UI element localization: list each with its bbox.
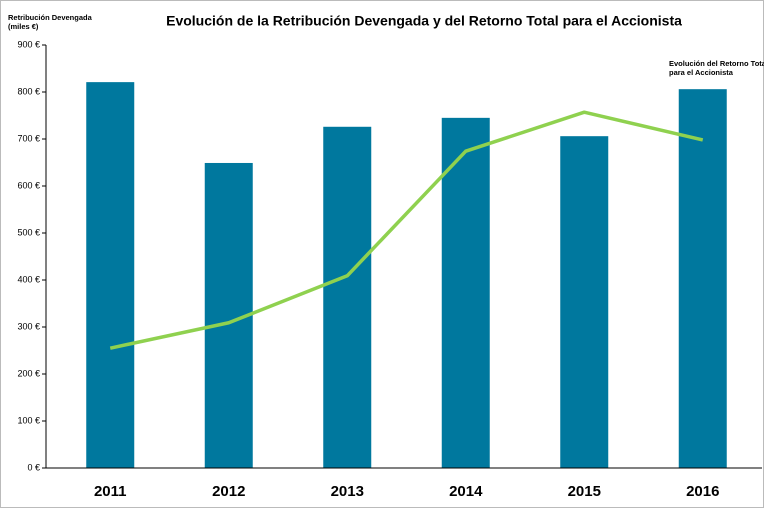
x-tick-label: 2016 bbox=[686, 483, 719, 500]
y-label: (miles €) bbox=[8, 22, 39, 31]
bar bbox=[560, 136, 609, 468]
y-tick-label: 600 € bbox=[17, 180, 40, 190]
bar bbox=[86, 82, 135, 468]
y-tick-label: 200 € bbox=[17, 368, 40, 378]
x-tick-label: 2011 bbox=[94, 483, 127, 500]
line bbox=[109, 110, 704, 350]
chart-title: Evolución de la Retribución Devengada y … bbox=[166, 13, 682, 29]
y-label: Retribución Devengada bbox=[8, 13, 93, 22]
bar bbox=[323, 126, 372, 468]
y-tick-label: 0 € bbox=[27, 462, 40, 472]
y-tick-label: 100 € bbox=[17, 415, 40, 425]
y-tick-label: 500 € bbox=[17, 227, 40, 237]
x-tick-label: 2013 bbox=[331, 483, 364, 500]
y-tick-label: 700 € bbox=[17, 133, 40, 143]
y-tick-label: 400 € bbox=[17, 274, 40, 284]
x-tick-label: 2012 bbox=[212, 483, 245, 500]
x-tick-label: 2015 bbox=[568, 483, 601, 500]
series-label: Evolución del Retorno Total para el Acci… bbox=[669, 59, 764, 77]
x-tick-label: 2014 bbox=[449, 483, 483, 500]
y-tick-label: 300 € bbox=[17, 321, 40, 331]
y-tick-label: 800 € bbox=[17, 86, 40, 96]
y-tick-label: 900 € bbox=[17, 39, 40, 49]
bar bbox=[441, 117, 490, 468]
bar bbox=[678, 89, 727, 469]
